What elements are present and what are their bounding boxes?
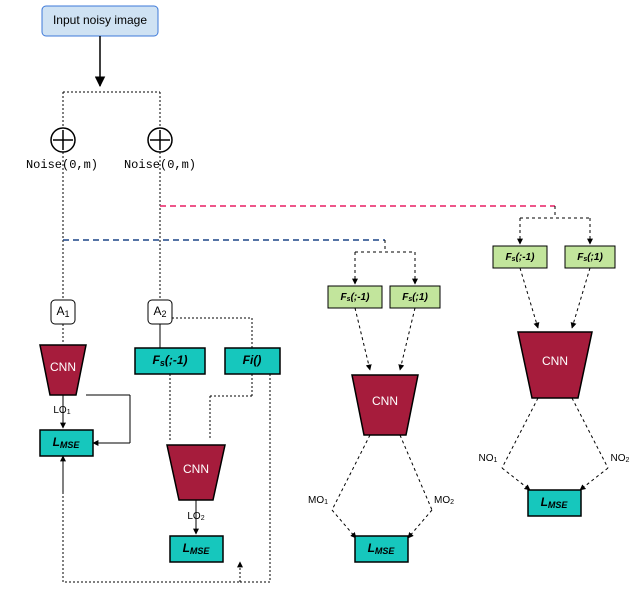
input-label: Input noisy image <box>53 13 147 27</box>
fs-pos-green-2-label: Fs(;1) <box>577 252 603 263</box>
lo1-label: LO1 <box>53 405 70 416</box>
edge-cnn4-no2 <box>572 398 608 468</box>
cnn-3-label: CNN <box>372 394 398 408</box>
no1-label: NO1 <box>479 453 498 464</box>
edge-fsn2-cnn4 <box>520 268 538 328</box>
cnn-left-label: CNN <box>50 360 76 374</box>
edge-no2-lmse4 <box>580 468 608 490</box>
cnn-mid-label: CNN <box>183 462 209 476</box>
mo2-label: MO2 <box>434 495 454 506</box>
edge-cnn3-mo2 <box>400 435 432 510</box>
edge-mo2-lmse3 <box>408 510 432 538</box>
edge-fsp1-cnn3 <box>400 308 415 370</box>
no2-label: NO2 <box>611 453 630 464</box>
edge-fsn1-cnn3 <box>355 308 370 370</box>
edge-cnn3-mo1 <box>332 435 370 510</box>
fs-neg-teal-label: Fs(;-1) <box>152 353 187 368</box>
lo2-label: LO2 <box>187 511 204 522</box>
fs-neg-green-1-label: Fs(;-1) <box>341 292 371 303</box>
edge-no1-lmse4 <box>502 468 530 490</box>
mo1-label: MO1 <box>308 495 328 506</box>
edge-fsp2-cnn4 <box>572 268 590 328</box>
noise-left-label: Noise(0,m) <box>26 158 98 172</box>
plus-right <box>148 128 172 152</box>
fs-pos-green-1-label: Fs(;1) <box>402 292 428 303</box>
cnn-4-label: CNN <box>542 354 568 368</box>
fi-teal-label: Fi() <box>243 353 262 367</box>
plus-left <box>51 128 75 152</box>
fs-neg-green-2-label: Fs(;-1) <box>506 252 536 263</box>
edge-cnn4-no1 <box>502 398 538 468</box>
edge-fi-long-down <box>240 374 270 582</box>
edge-mo1-lmse3 <box>332 510 356 538</box>
